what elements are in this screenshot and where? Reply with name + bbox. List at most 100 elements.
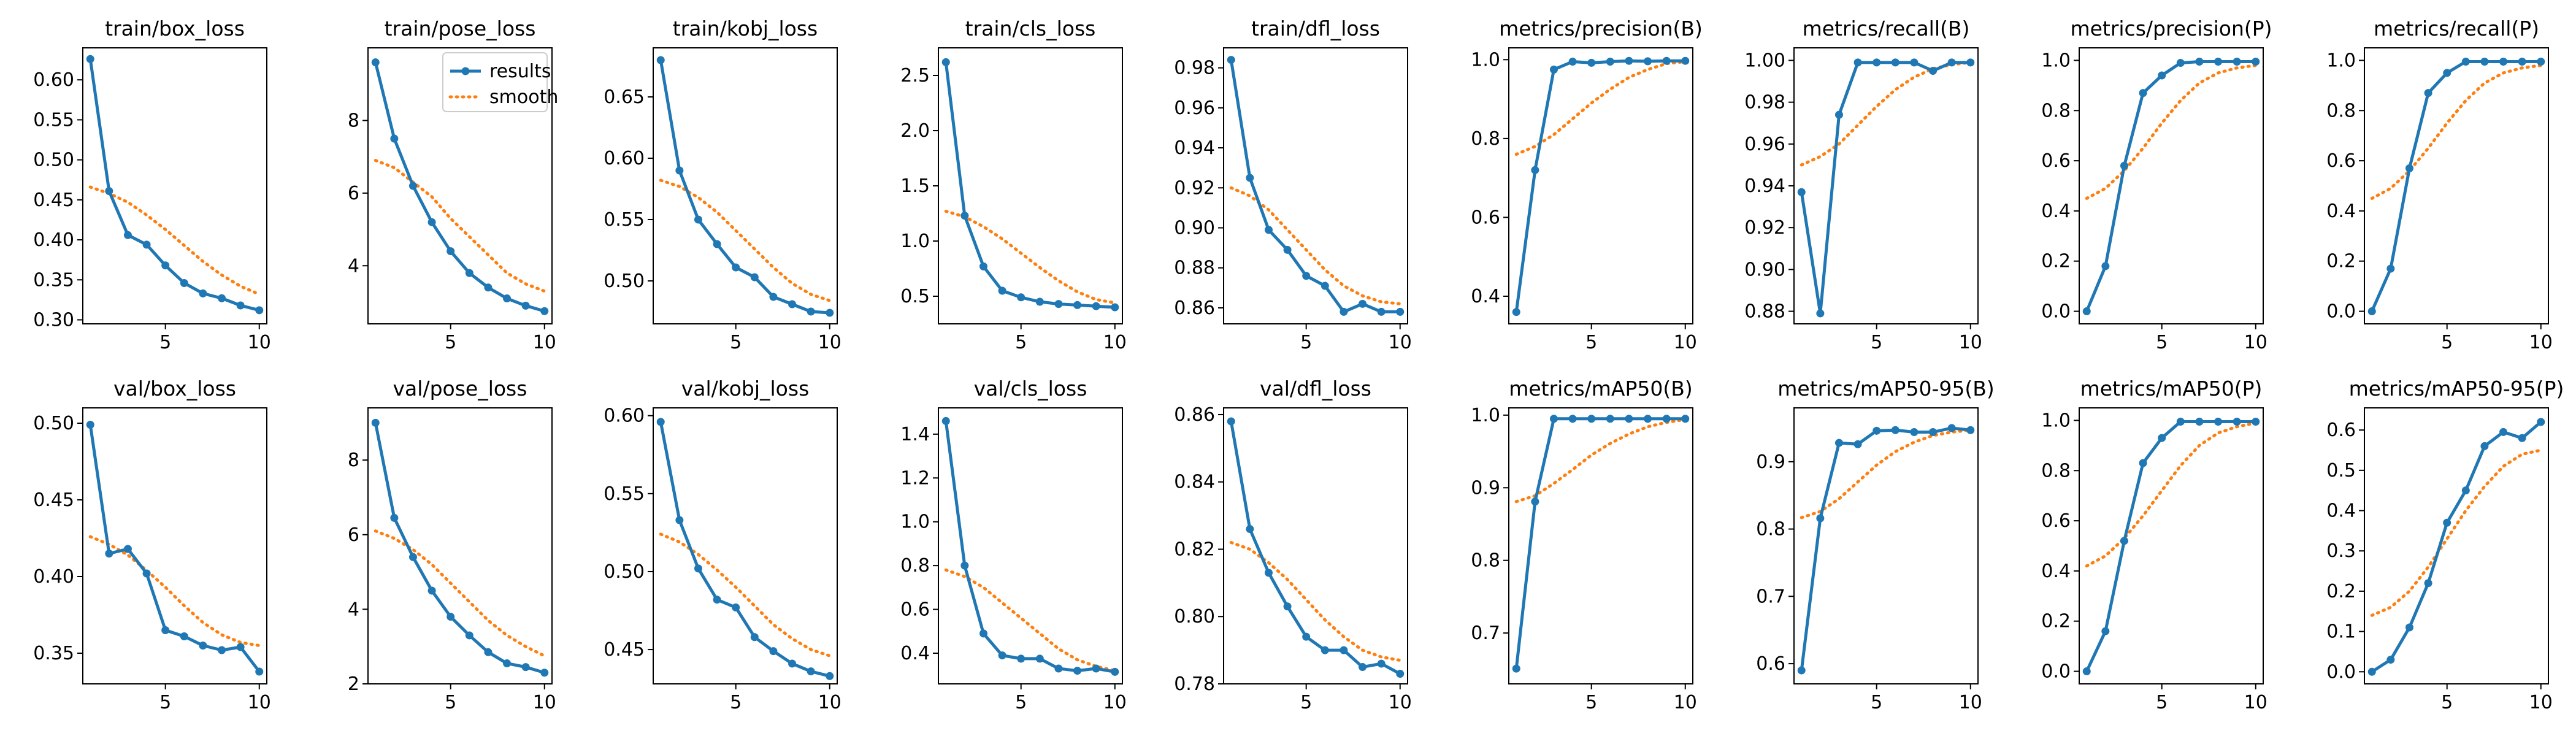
panel-train-cls-loss: train/cls_loss 5 10 0.5 1.0 1.5 2.0 2.5 (900, 17, 1127, 353)
results-series-line (944, 421, 1116, 673)
y-tick-label: 0.8 (1471, 550, 1500, 572)
axes-frame (938, 407, 1123, 684)
y-tick-label: 0.98 (1744, 92, 1785, 113)
results-point (86, 55, 94, 63)
results-series-line (1514, 417, 1685, 669)
y-tick-label: 0.88 (1744, 301, 1785, 323)
results-point (694, 564, 702, 573)
results-point (2120, 161, 2128, 170)
x-tick-label: 10 (2244, 692, 2267, 713)
y-tick-label: 0.6 (2041, 510, 2071, 532)
smooth-series-line (659, 178, 832, 302)
y-tick-label: 0.88 (1174, 258, 1215, 279)
results-point (2233, 58, 2241, 66)
results-point (1966, 58, 1975, 67)
results-series-line (2085, 420, 2256, 672)
x-tick-label: 10 (1674, 332, 1697, 353)
results-point (807, 307, 815, 316)
results-point (656, 56, 665, 64)
panel-title: train/box_loss (105, 17, 245, 40)
results-series-line (944, 62, 1115, 309)
results-point (540, 307, 549, 315)
smooth-series-line (2370, 448, 2543, 617)
y-tick-label: 0.55 (33, 109, 74, 131)
y-tick-label: 0.4 (2326, 201, 2356, 222)
y-tick-label: 0.2 (2326, 251, 2356, 272)
results-point (1302, 632, 1311, 641)
panel-title: train/pose_loss (385, 17, 536, 40)
y-tick-label: 1.0 (900, 231, 930, 252)
results-point (713, 240, 721, 248)
panel-metrics-recall-p: metrics/recall(P) 5 10 0.0 0.2 0.4 0.6 0.8 1.0 (2326, 17, 2553, 353)
y-tick-label: 8 (348, 110, 359, 131)
y-tick-label: 0.60 (604, 405, 645, 427)
x-tick-label: 5 (159, 692, 171, 713)
x-tick-label: 5 (445, 692, 456, 713)
results-series-line (1229, 421, 1401, 675)
results-point (960, 212, 969, 220)
smooth-series-line (2085, 64, 2258, 200)
results-point (2480, 58, 2489, 66)
panel-title: train/cls_loss (965, 17, 1096, 40)
results-point (1834, 439, 1843, 447)
results-point (1625, 415, 1633, 423)
y-tick-label: 0.50 (33, 150, 74, 171)
panel-title: metrics/mAP50(B) (1509, 377, 1693, 401)
x-tick-label: 5 (1871, 692, 1882, 713)
results-point (2461, 58, 2470, 66)
results-point (1644, 57, 1652, 66)
panel-metrics-map50-p: metrics/mAP50(P) 5 10 0.0 0.2 0.4 0.6 0.8 1.0 (2041, 377, 2267, 713)
y-tick-label: 0.5 (2326, 460, 2356, 481)
x-tick-label: 5 (2156, 332, 2168, 353)
results-point (1340, 307, 1348, 316)
panel-val-box-loss: val/box_loss 5 10 0.35 0.40 0.45 0.50 (33, 377, 271, 713)
panel-title: val/dfl_loss (1260, 377, 1371, 401)
y-tick-label: 0.96 (1174, 98, 1215, 119)
x-tick-label: 10 (248, 332, 271, 353)
results-series-line (88, 424, 261, 673)
results-point (1853, 58, 1862, 67)
panel-metrics-recall-b: metrics/recall(B) 5 10 0.88 0.90 0.92 0.94 0.96… (1744, 17, 1982, 353)
y-tick-label: 0.2 (2326, 581, 2356, 602)
results-point (105, 186, 113, 195)
results-point (236, 643, 245, 651)
y-tick-label: 0.0 (2041, 661, 2071, 683)
y-tick-label: 1.0 (2326, 50, 2356, 71)
results-point (694, 215, 702, 224)
results-point (142, 569, 151, 578)
y-tick-label: 0.9 (1756, 451, 1785, 473)
results-point (1797, 188, 1806, 196)
panel-metrics-map50-b: metrics/mAP50(B) 5 10 0.7 0.8 0.9 1.0 (1471, 377, 1697, 713)
x-tick-label: 5 (1015, 692, 1027, 713)
panel-train-dfl-loss: train/dfl_loss 5 10 0.86 0.88 0.90 0.92 0.94 0.9… (1174, 17, 1412, 353)
results-point (1073, 301, 1082, 309)
panel-metrics-precision-b: metrics/precision(B) 5 10 0.4 0.6 0.8 1.0 (1471, 17, 1703, 353)
x-tick-label: 5 (159, 332, 171, 353)
smooth-series-line (944, 568, 1117, 673)
y-tick-label: 8 (348, 450, 359, 471)
y-tick-label: 0.45 (604, 639, 645, 661)
y-tick-label: 2.0 (900, 120, 930, 142)
y-tick-label: 2.5 (900, 65, 930, 86)
y-tick-label: 0.50 (604, 270, 645, 292)
y-tick-label: 4 (348, 255, 359, 277)
results-point (675, 516, 684, 524)
x-tick-label: 5 (1585, 692, 1597, 713)
y-tick-label: 0.6 (1471, 207, 1500, 228)
results-point (236, 301, 245, 310)
results-point (1396, 670, 1405, 678)
smooth-series-line (1514, 418, 1687, 504)
results-point (1092, 664, 1100, 673)
x-tick-label: 10 (1959, 692, 1982, 713)
results-point (484, 648, 493, 656)
results-point (1092, 302, 1100, 310)
results-series-line (1229, 59, 1400, 313)
results-point (1891, 426, 1899, 434)
results-point (1606, 415, 1614, 423)
results-point (199, 642, 207, 650)
results-point (1966, 426, 1975, 434)
results-point (2537, 58, 2545, 66)
axes-frame (1223, 407, 1408, 684)
results-point (675, 166, 684, 175)
axes-frame (2364, 407, 2549, 684)
